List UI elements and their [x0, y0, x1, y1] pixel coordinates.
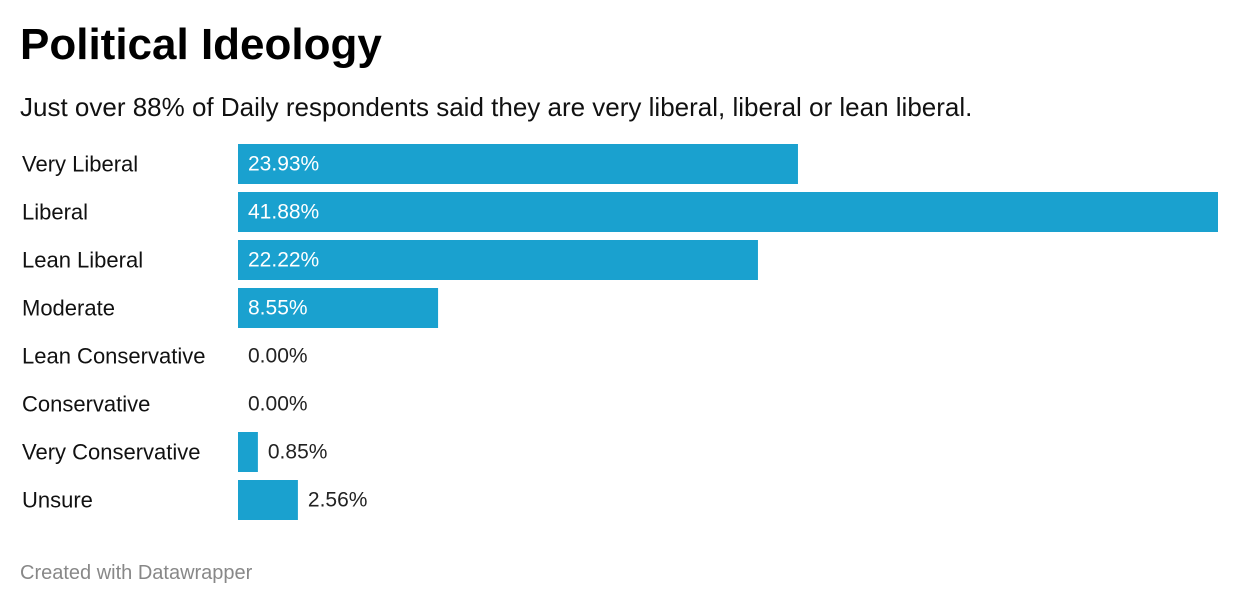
- value-label: 8.55%: [248, 297, 308, 320]
- value-label: 0.00%: [248, 345, 308, 368]
- bar: [238, 192, 1218, 232]
- category-label: Unsure: [22, 488, 93, 513]
- bar: [238, 432, 258, 472]
- value-label: 22.22%: [248, 249, 319, 272]
- value-label: 41.88%: [248, 201, 319, 224]
- bar: [238, 288, 439, 328]
- bar: [238, 480, 298, 520]
- value-label: 2.56%: [308, 489, 368, 512]
- category-label: Very Conservative: [22, 440, 201, 465]
- category-label: Moderate: [22, 296, 115, 321]
- category-label: Liberal: [22, 200, 88, 225]
- value-label: 23.93%: [248, 153, 319, 176]
- category-label: Lean Liberal: [22, 248, 143, 273]
- category-label: Lean Conservative: [22, 344, 205, 369]
- bar: [238, 240, 758, 280]
- footer-credit: Created with Datawrapper: [20, 562, 253, 584]
- chart-title: Political Ideology: [20, 20, 382, 69]
- value-label: 0.00%: [248, 393, 308, 416]
- category-label: Conservative: [22, 392, 150, 417]
- value-label: 0.85%: [268, 441, 328, 464]
- chart-subtitle: Just over 88% of Daily respondents said …: [20, 92, 973, 122]
- category-label: Very Liberal: [22, 152, 138, 177]
- bar: [238, 144, 798, 184]
